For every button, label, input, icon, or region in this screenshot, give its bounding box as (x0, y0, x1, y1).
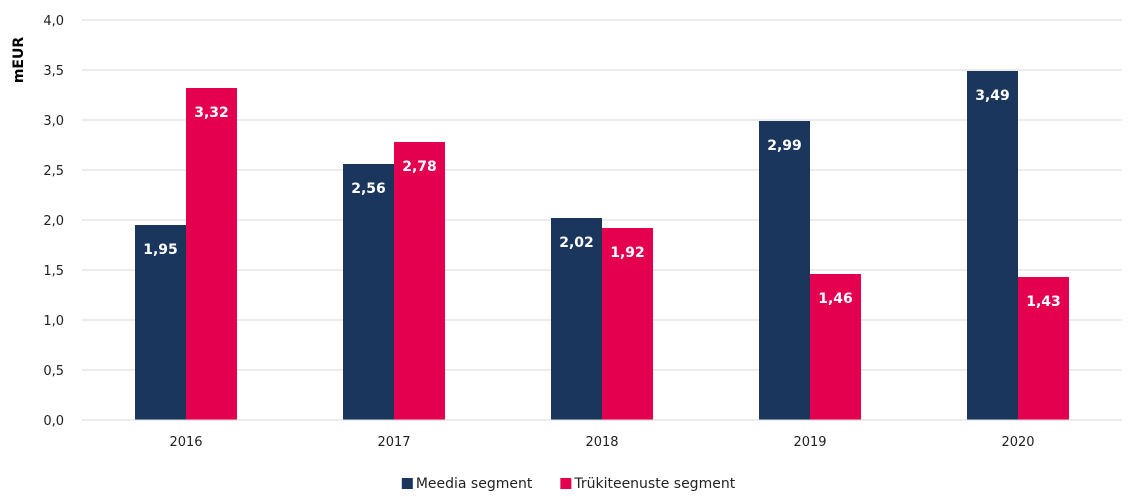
legend-swatch (560, 478, 572, 489)
x-tick-label: 2019 (793, 435, 826, 450)
data-label-meedia-2019: 2,99 (767, 138, 802, 154)
legend-label: Meedia segment (416, 476, 533, 492)
bar-meedia-2018 (551, 218, 602, 420)
y-axis-tick-labels: 0,0 0,5 1,0 1,5 2,0 2,5 3,0 3,5 4,0 (43, 14, 64, 429)
legend-item-trukiteenuste: Trükiteenuste segment (560, 476, 736, 492)
bar-meedia-2017 (343, 164, 394, 420)
legend-swatch (401, 478, 413, 489)
y-tick-label: 2,5 (43, 164, 64, 179)
data-label-trukiteenuste-2020: 1,43 (1026, 294, 1061, 310)
data-label-meedia-2017: 2,56 (351, 181, 386, 197)
x-tick-label: 2018 (585, 435, 618, 450)
x-tick-label: 2020 (1001, 435, 1034, 450)
x-tick-label: 2017 (377, 435, 410, 450)
data-labels: 1,95 3,32 2,56 2,78 2,02 1,92 2,99 1,46 3,49 1,43 (143, 88, 1061, 310)
y-tick-label: 1,0 (43, 314, 64, 329)
data-label-trukiteenuste-2019: 1,46 (818, 291, 853, 307)
bar-trukiteenuste-2018 (602, 228, 653, 420)
bar-meedia-2019 (759, 121, 810, 420)
y-tick-label: 4,0 (43, 14, 64, 29)
bar-meedia-2016 (135, 225, 186, 420)
bar-trukiteenuste-2019 (810, 274, 861, 420)
data-label-trukiteenuste-2017: 2,78 (402, 159, 437, 175)
y-axis-title: mEUR (11, 37, 27, 84)
legend: Meedia segment Trükiteenuste segment (401, 476, 736, 492)
y-tick-label: 0,0 (43, 414, 64, 429)
bars (135, 71, 1069, 420)
y-tick-label: 0,5 (43, 364, 64, 379)
y-tick-label: 2,0 (43, 214, 64, 229)
bar-trukiteenuste-2020 (1018, 277, 1069, 420)
data-label-meedia-2020: 3,49 (975, 88, 1010, 104)
y-tick-label: 1,5 (43, 264, 64, 279)
data-label-meedia-2016: 1,95 (143, 242, 178, 258)
legend-item-meedia: Meedia segment (401, 476, 533, 492)
x-tick-label: 2016 (169, 435, 202, 450)
data-label-trukiteenuste-2016: 3,32 (194, 105, 229, 121)
bar-trukiteenuste-2016 (186, 88, 237, 420)
data-label-meedia-2018: 2,02 (559, 235, 594, 251)
data-label-trukiteenuste-2018: 1,92 (610, 245, 645, 261)
y-tick-label: 3,0 (43, 114, 64, 129)
bar-trukiteenuste-2017 (394, 142, 445, 420)
y-tick-label: 3,5 (43, 64, 64, 79)
legend-label: Trükiteenuste segment (573, 476, 735, 492)
x-axis-tick-labels: 2016 2017 2018 2019 2020 (169, 435, 1034, 450)
bar-meedia-2020 (967, 71, 1018, 420)
